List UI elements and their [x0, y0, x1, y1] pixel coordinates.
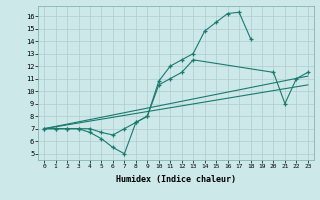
X-axis label: Humidex (Indice chaleur): Humidex (Indice chaleur) — [116, 175, 236, 184]
